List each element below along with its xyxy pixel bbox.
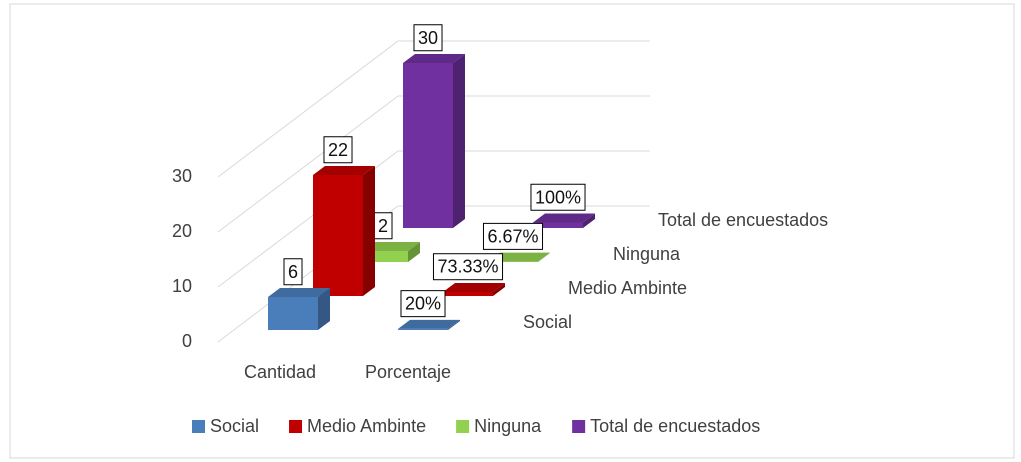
bar-top: [403, 54, 465, 63]
chart-border: [9, 3, 1015, 459]
value-label: 6: [288, 262, 298, 282]
x-tick-label: Porcentaje: [365, 362, 451, 382]
value-label: 100%: [535, 187, 581, 207]
legend-label: Ninguna: [474, 416, 542, 436]
bar-front: [398, 328, 448, 330]
bar-top: [488, 252, 550, 262]
bar-side: [408, 242, 420, 262]
legend-label: Total de encuestados: [590, 416, 760, 436]
bar-front: [533, 222, 583, 228]
x-tick-label: Cantidad: [244, 362, 316, 382]
y-tick-label: 0: [182, 331, 192, 351]
depth-label: Medio Ambinte: [568, 278, 687, 298]
value-label-box: [482, 222, 544, 250]
bar-side: [453, 54, 465, 228]
grid-line: [217, 40, 650, 178]
legend-swatch: [572, 420, 586, 433]
bar: [533, 213, 595, 228]
bar-front: [443, 291, 493, 296]
value-label-box: [283, 258, 303, 286]
bar: [488, 252, 550, 262]
value-label-box: [413, 24, 443, 52]
y-tick-label: 20: [172, 221, 192, 241]
value-label: 20%: [405, 294, 441, 314]
bar-top: [533, 213, 595, 223]
bar: [313, 166, 375, 296]
bar-top: [398, 319, 460, 329]
y-tick-label: 30: [172, 166, 192, 186]
value-label-box: [432, 253, 504, 281]
legend-swatch: [192, 420, 205, 433]
value-label: 6.67%: [487, 226, 538, 246]
value-label: 73.33%: [437, 257, 498, 277]
bar-side: [318, 288, 330, 330]
value-label-box: [323, 136, 353, 164]
bar-front: [403, 63, 453, 228]
bar-top: [443, 282, 505, 292]
bar-front: [268, 297, 318, 330]
bar: [443, 282, 505, 296]
legend-label: Medio Ambinte: [307, 416, 426, 436]
value-label: 2: [378, 216, 388, 236]
grid-line: [217, 95, 650, 233]
bar-front: [313, 175, 363, 296]
bar-side: [538, 252, 550, 262]
bar-side: [363, 166, 375, 296]
bar: [403, 54, 465, 228]
depth-label: Social: [523, 312, 572, 332]
depth-label: Ninguna: [613, 244, 681, 264]
value-label: 22: [328, 140, 348, 160]
grid-line: [217, 150, 650, 288]
bar-top: [268, 288, 330, 297]
value-label-box: [530, 183, 586, 211]
bar: [268, 288, 330, 330]
legend-label: Social: [210, 416, 259, 436]
value-label: 30: [418, 28, 438, 48]
bar-top: [313, 166, 375, 175]
bar-front: [358, 251, 408, 262]
bar: [398, 319, 460, 330]
bar-side: [493, 282, 505, 296]
y-tick-label: 10: [172, 276, 192, 296]
legend-swatch: [289, 420, 303, 433]
legend-swatch: [456, 420, 470, 433]
value-label-box: [400, 290, 446, 318]
bar-side: [448, 319, 460, 330]
bar-side: [583, 213, 595, 228]
depth-label: Total de encuestados: [658, 210, 828, 230]
